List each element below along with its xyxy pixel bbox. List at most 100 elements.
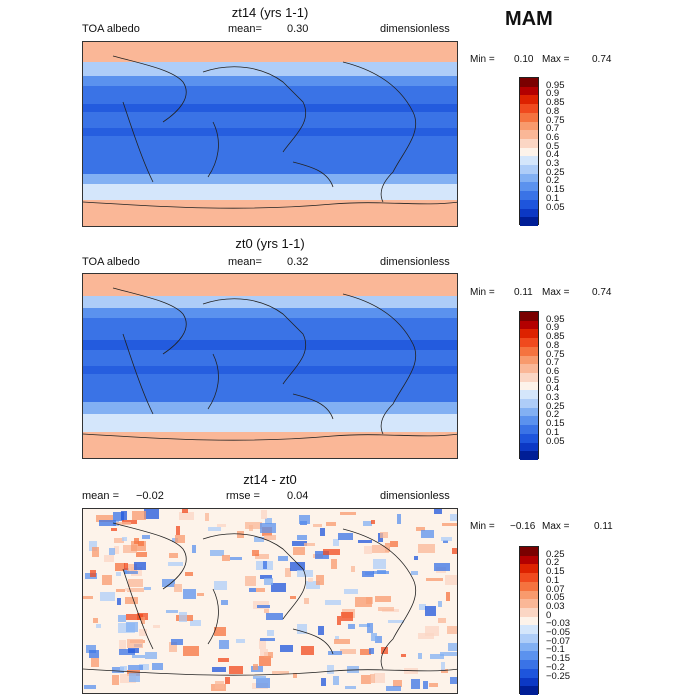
colorbar-swatch	[520, 199, 538, 209]
panel2-units: dimensionless	[380, 256, 450, 268]
panel3-map-svg	[83, 509, 457, 693]
colorbar-label: 0.9	[546, 322, 560, 334]
colorbar-swatch	[520, 599, 538, 608]
colorbar-label: 0.3	[546, 158, 560, 170]
colorbar-swatch	[520, 320, 538, 330]
panel2-mean-value: 0.32	[287, 256, 309, 268]
colorbar-label: 0.2	[546, 175, 560, 187]
colorbar-label: 0.4	[546, 383, 560, 395]
colorbar-swatch	[520, 165, 538, 174]
colorbar-label: −0.25	[546, 670, 571, 682]
colorbar-label: 0.75	[546, 348, 565, 360]
colorbar-label: 0.2	[546, 409, 560, 421]
panel1-mean-label: mean=	[228, 23, 262, 35]
colorbar-swatch	[520, 416, 538, 426]
colorbar-label: 0.1	[546, 574, 560, 586]
panel2-min-value: 0.11	[514, 287, 533, 298]
colorbar-label: −0.05	[546, 627, 571, 639]
colorbar-swatch	[520, 346, 538, 356]
panel3-mean-value: −0.02	[136, 490, 164, 502]
colorbar-label: 0.05	[546, 592, 565, 604]
colorbar-swatch	[520, 642, 538, 652]
colorbar-swatch	[520, 686, 538, 695]
colorbar-label: 0.1	[546, 426, 560, 438]
colorbar-swatch	[520, 312, 538, 321]
colorbar-label: 0.2	[546, 557, 560, 569]
colorbar-label: 0.6	[546, 131, 560, 143]
colorbar-label: −0.15	[546, 653, 571, 665]
colorbar-swatch	[520, 191, 538, 200]
colorbar-swatch	[520, 355, 538, 365]
colorbar-swatch	[520, 104, 538, 113]
colorbar-swatch	[520, 78, 538, 87]
colorbar-label: 0.25	[546, 166, 565, 178]
colorbar-label: 0.3	[546, 392, 560, 404]
panel1-max-label: Max =	[542, 54, 570, 65]
colorbar-swatch	[520, 182, 538, 192]
colorbar-swatch	[520, 329, 538, 339]
panel2-variable-label: TOA albedo	[82, 256, 140, 268]
colorbar-label: 0.5	[546, 140, 560, 152]
colorbar-label: −0.1	[546, 644, 565, 656]
colorbar-label: 0.85	[546, 97, 565, 109]
panel3-title: zt14 - zt0	[243, 472, 297, 487]
panel2-min-label: Min =	[470, 287, 495, 298]
colorbar-label: 0.25	[546, 548, 565, 560]
colorbar-swatch	[520, 390, 538, 400]
panel1-mean-value: 0.30	[287, 23, 309, 35]
colorbar-label: 0.7	[546, 123, 560, 135]
colorbar-swatch	[520, 425, 538, 434]
colorbar-label: 0.7	[546, 357, 560, 369]
colorbar-swatch	[520, 338, 538, 347]
colorbar-swatch	[520, 555, 538, 565]
colorbar-label: 0.8	[546, 339, 560, 351]
colorbar-swatch	[520, 668, 538, 678]
colorbar-label: 0.1	[546, 192, 560, 204]
panel2-colorbar	[519, 311, 539, 460]
panel3-rmse-value: 0.04	[287, 490, 309, 502]
panel3-max-label: Max =	[542, 521, 570, 532]
panel3-mean-label: mean =	[82, 490, 119, 502]
panel2-mean-label: mean=	[228, 256, 262, 268]
colorbar-swatch	[520, 651, 538, 661]
panel1-max-value: 0.74	[592, 54, 612, 65]
colorbar-swatch	[520, 634, 538, 643]
panel1-min-value: 0.10	[514, 54, 534, 65]
colorbar-label: −0.2	[546, 661, 565, 673]
panel2-max-label: Max =	[542, 287, 570, 298]
colorbar-swatch	[520, 407, 538, 417]
panel2-map	[82, 273, 458, 459]
colorbar-label: 0.05	[546, 201, 565, 213]
panel3-colorbar	[519, 546, 539, 695]
panel2-max-value: 0.74	[592, 287, 612, 298]
colorbar-swatch	[520, 547, 538, 556]
colorbar-swatch	[520, 208, 538, 218]
panel2-map-svg	[83, 274, 457, 458]
colorbar-label: 0.8	[546, 105, 560, 117]
colorbar-swatch	[520, 173, 538, 183]
colorbar-swatch	[520, 147, 538, 157]
colorbar-swatch	[520, 138, 538, 148]
panel3-units: dimensionless	[380, 490, 450, 502]
panel1-min-label: Min =	[470, 54, 495, 65]
colorbar-label: 0.5	[546, 374, 560, 386]
colorbar-swatch	[520, 590, 538, 600]
colorbar-label: 0.95	[546, 313, 565, 325]
colorbar-label: −0.07	[546, 635, 571, 647]
panel3-max-value: 0.11	[594, 521, 613, 532]
colorbar-swatch	[520, 616, 538, 626]
colorbar-swatch	[520, 564, 538, 574]
colorbar-swatch	[520, 372, 538, 382]
panel3-map	[82, 508, 458, 694]
colorbar-label: 0.05	[546, 435, 565, 447]
colorbar-swatch	[520, 112, 538, 122]
colorbar-swatch	[520, 581, 538, 591]
colorbar-swatch	[520, 451, 538, 460]
colorbar-swatch	[520, 95, 538, 105]
colorbar-swatch	[520, 573, 538, 582]
colorbar-label: 0.03	[546, 600, 565, 612]
panel3-min-label: Min =	[470, 521, 495, 532]
panel1-title: zt14 (yrs 1-1)	[231, 5, 309, 20]
panel1-colorbar	[519, 77, 539, 226]
panel1-units: dimensionless	[380, 23, 450, 35]
